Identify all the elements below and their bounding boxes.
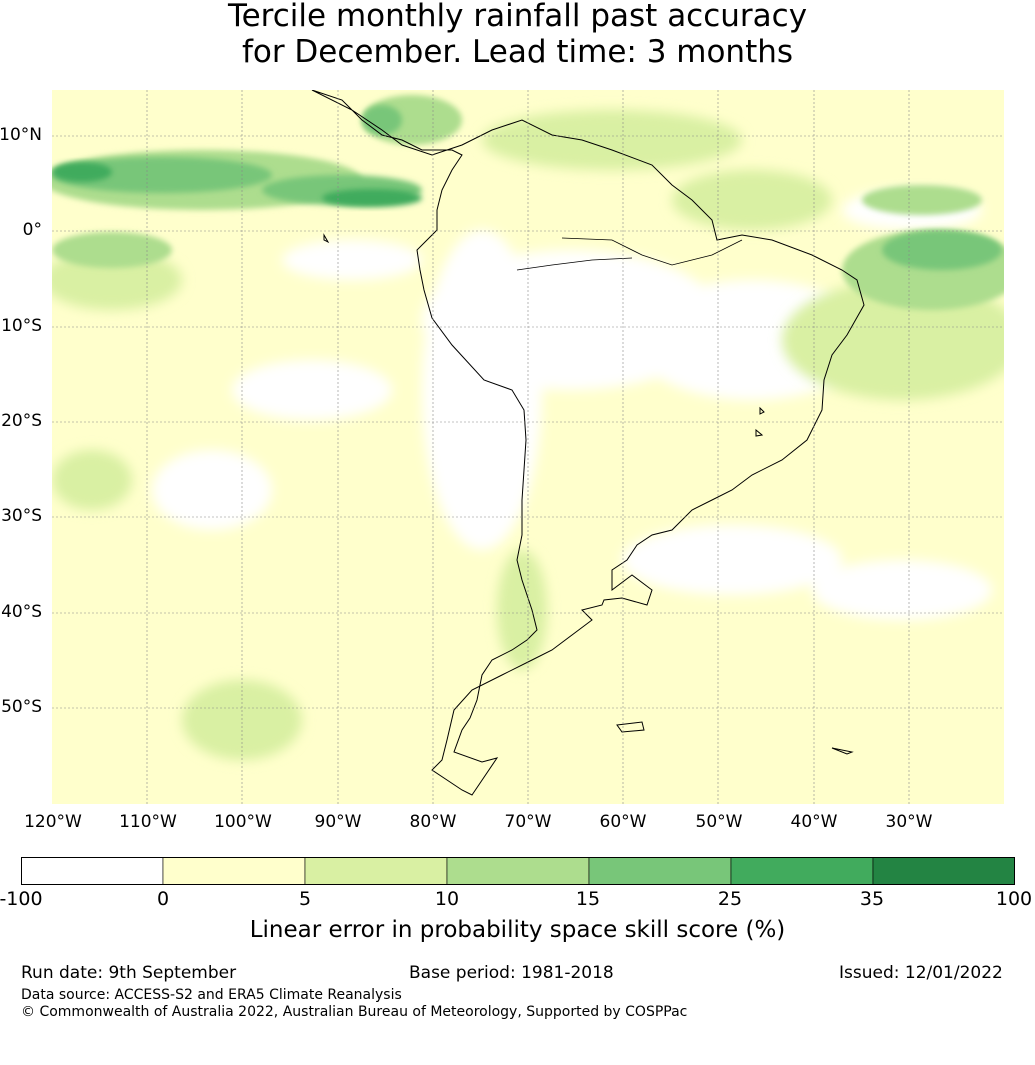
base-period: Base period: 1981-2018 [409,963,614,983]
skill-score-map [52,90,1004,804]
lon-label-30w: 30°W [885,812,933,832]
lon-label-80w: 80°W [409,812,457,832]
lat-label-30s: 30°S [1,506,42,526]
skill-field-dark-green [52,162,422,207]
run-date: Run date: 9th September [21,963,237,983]
lat-label-50s: 50°S [1,697,42,717]
colorbar-cell [588,857,732,885]
lat-label-10n: 10°N [0,125,42,145]
colorbar-tick: 25 [717,888,743,910]
lat-label-20s: 20°S [1,411,42,431]
issued-date: Issued: 12/01/2022 [839,963,1003,983]
colorbar-cell [446,857,590,885]
lon-label-120w: 120°W [24,812,82,832]
colorbar-cell [21,857,164,885]
colorbar-label: Linear error in probability space skill … [249,917,786,943]
lat-label-40s: 40°S [1,602,42,622]
lon-label-110w: 110°W [119,812,177,832]
colorbar-cell [304,857,448,885]
lon-label-60w: 60°W [599,812,647,832]
data-source: Data source: ACCESS-S2 and ERA5 Climate … [21,987,402,1003]
colorbar-tick: -100 [0,888,43,910]
lon-label-70w: 70°W [504,812,552,832]
colorbar [21,857,1015,885]
colorbar-cell [872,857,1015,885]
copyright: © Commonwealth of Australia 2022, Austra… [21,1004,688,1020]
map-title-line1: Tercile monthly rainfall past accuracy [227,0,808,34]
colorbar-tick: 0 [156,888,170,910]
map-title-line2: for December. Lead time: 3 months [241,34,794,70]
colorbar-tick: 5 [298,888,312,910]
colorbar-cell [162,857,306,885]
lon-label-100w: 100°W [214,812,272,832]
lon-label-50w: 50°W [695,812,743,832]
map-gridlines [52,90,1004,804]
coastline-south-america [311,90,865,796]
colorbar-tick: 100 [995,888,1033,910]
lon-label-90w: 90°W [314,812,362,832]
skill-field-white [152,190,992,620]
lat-label-0: 0° [22,220,42,240]
lat-label-10s: 10°S [1,316,42,336]
colorbar-tick: 15 [575,888,601,910]
colorbar-cell [730,857,874,885]
colorbar-tick: 35 [859,888,885,910]
colorbar-tick: 10 [434,888,460,910]
skill-field-light-green [52,110,1004,760]
lon-label-40w: 40°W [790,812,838,832]
